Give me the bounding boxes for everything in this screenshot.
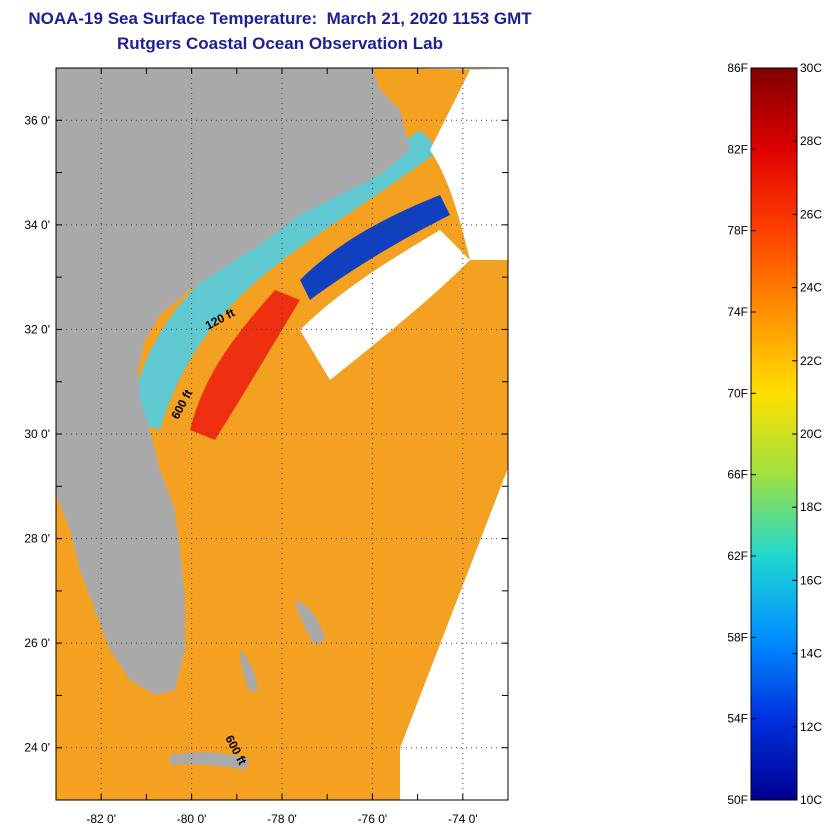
fahrenheit-label: 78F: [727, 224, 748, 238]
fahrenheit-label: 66F: [727, 468, 748, 482]
fahrenheit-label: 50F: [727, 793, 748, 807]
temperature-colorbar: 86F 82F 78F 74F 70F 66F 62F 58F 54F 50F 30C 28C 26C…: [727, 61, 822, 807]
celsius-ticks: 30C 28C 26C 24C 22C 20C 18C 16C 14C 12C 10C: [792, 61, 822, 807]
lat-tick-label: 30 0': [24, 427, 50, 441]
colorbar-gradient: [750, 67, 798, 801]
celsius-label: 16C: [800, 573, 822, 587]
celsius-label: 14C: [800, 647, 822, 661]
map-subtitle: Rutgers Coastal Ocean Observation Lab: [117, 34, 443, 53]
island: [295, 600, 325, 645]
island: [240, 650, 258, 692]
fahrenheit-ticks: 86F 82F 78F 74F 70F 66F 62F 58F 54F 50F: [727, 61, 756, 807]
graticule: [55, 67, 509, 801]
celsius-label: 22C: [800, 354, 822, 368]
fahrenheit-label: 70F: [727, 386, 748, 400]
lat-tick-label: 34 0': [24, 218, 50, 232]
celsius-label: 30C: [800, 61, 822, 75]
lon-tick-label: -74 0': [448, 812, 478, 826]
axis-tick-labels: -82 0' -80 0' -78 0' -76 0' -74 0' 36 0' 34 0'…: [24, 113, 477, 826]
lon-tick-label: -76 0': [358, 812, 388, 826]
fahrenheit-label: 82F: [727, 142, 748, 156]
celsius-label: 20C: [800, 427, 822, 441]
fahrenheit-label: 58F: [727, 630, 748, 644]
fahrenheit-label: 74F: [727, 305, 748, 319]
celsius-label: 24C: [800, 281, 822, 295]
cloud-area: [300, 230, 470, 380]
cloud-area: [430, 70, 508, 260]
lon-tick-label: -82 0': [86, 812, 116, 826]
lat-tick-label: 24 0': [24, 741, 50, 755]
lat-tick-label: 26 0': [24, 636, 50, 650]
lat-tick-label: 36 0': [24, 113, 50, 127]
island: [170, 752, 250, 770]
land-us-southeast: [56, 68, 410, 695]
fahrenheit-label: 62F: [727, 549, 748, 563]
map-title: NOAA-19 Sea Surface Temperature: March 2…: [28, 9, 532, 28]
lon-tick-label: -78 0': [267, 812, 297, 826]
lon-tick-label: -80 0': [177, 812, 207, 826]
celsius-label: 12C: [800, 720, 822, 734]
fahrenheit-label: 86F: [727, 61, 748, 75]
lat-tick-label: 28 0': [24, 532, 50, 546]
cold-patch: [300, 195, 450, 300]
celsius-label: 28C: [800, 134, 822, 148]
celsius-label: 10C: [800, 793, 822, 807]
celsius-label: 26C: [800, 207, 822, 221]
gulf-stream-warm: [190, 290, 300, 440]
lat-tick-label: 32 0': [24, 322, 50, 336]
shelf-water: [130, 130, 440, 430]
fahrenheit-label: 54F: [727, 712, 748, 726]
celsius-label: 18C: [800, 500, 822, 514]
